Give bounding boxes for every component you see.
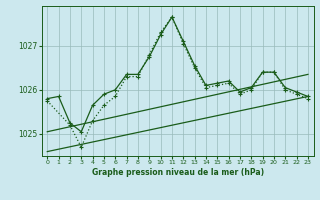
- X-axis label: Graphe pression niveau de la mer (hPa): Graphe pression niveau de la mer (hPa): [92, 168, 264, 177]
